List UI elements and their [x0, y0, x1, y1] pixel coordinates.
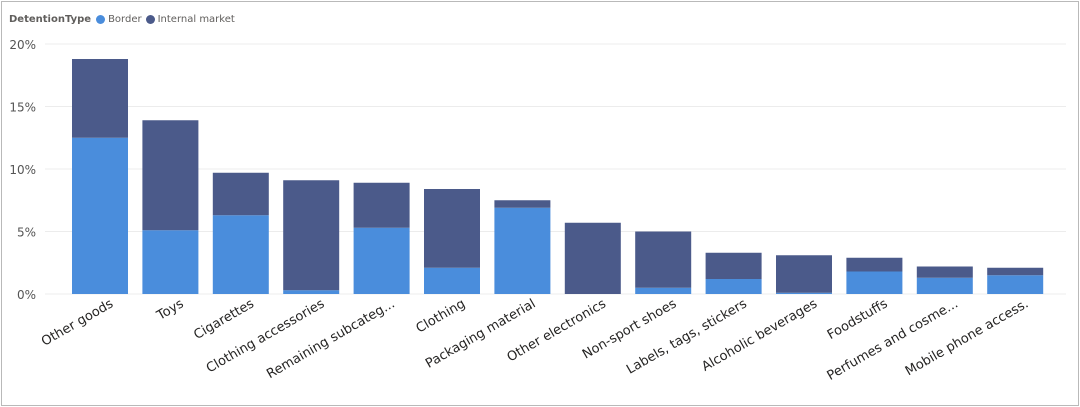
x-tick-label: Clothing	[414, 296, 468, 336]
bar-internal-market[interactable]	[142, 120, 199, 231]
x-tick-label: Cigarettes	[191, 296, 257, 343]
bar-border[interactable]	[846, 271, 903, 295]
y-tick-label: 15%	[9, 101, 36, 115]
y-tick-label: 10%	[9, 163, 36, 177]
x-tick-label: Mobile phone access.	[903, 296, 1031, 379]
x-tick-label: Remaining subcateg...	[264, 296, 397, 382]
bar-border[interactable]	[494, 207, 551, 294]
x-tick-label: Toys	[154, 296, 187, 324]
y-tick-label: 0%	[17, 288, 36, 302]
x-tick-label: Perfumes and cosme...	[825, 296, 961, 383]
bar-internal-market[interactable]	[283, 180, 340, 291]
x-tick-label: Foodstuffs	[825, 296, 891, 343]
bar-internal-market[interactable]	[212, 172, 269, 216]
legend-title: DetentionType	[9, 14, 92, 25]
bar-internal-market[interactable]	[776, 255, 832, 293]
y-tick-label: 20%	[9, 38, 36, 52]
legend-dot-internal-market	[145, 15, 155, 24]
x-tick-label: Labels, tags, stickers	[624, 296, 750, 377]
bar-border[interactable]	[424, 267, 480, 294]
bar-border[interactable]	[142, 230, 199, 294]
legend-label-internal-market: Internal market	[157, 14, 235, 25]
bar-border[interactable]	[987, 275, 1044, 294]
bar-internal-market[interactable]	[705, 252, 762, 279]
y-tick-label: 5%	[17, 226, 36, 240]
x-tick-label: Alcoholic beverages	[699, 296, 820, 374]
x-tick-label: Clothing accessories	[204, 296, 327, 376]
bar-internal-market[interactable]	[72, 59, 128, 138]
bar-border[interactable]	[705, 279, 762, 294]
bar-internal-market[interactable]	[353, 182, 410, 228]
bar-internal-market[interactable]	[424, 189, 480, 268]
bar-internal-market[interactable]	[564, 222, 621, 294]
bar-border[interactable]	[635, 287, 692, 294]
bar-border[interactable]	[212, 215, 269, 294]
bar-border[interactable]	[776, 292, 832, 294]
bar-internal-market[interactable]	[916, 266, 973, 278]
legend-item-border[interactable]: Border	[96, 14, 142, 25]
bar-internal-market[interactable]	[635, 231, 692, 288]
legend: DetentionType Border Internal market	[9, 14, 239, 25]
bar-border[interactable]	[72, 137, 128, 294]
legend-dot-border	[96, 15, 106, 24]
legend-item-internal-market[interactable]: Internal market	[145, 14, 235, 25]
bar-internal-market[interactable]	[846, 257, 903, 272]
bar-border[interactable]	[283, 290, 340, 294]
bar-internal-market[interactable]	[987, 267, 1044, 276]
legend-label-border: Border	[108, 14, 142, 25]
bar-internal-market[interactable]	[494, 200, 551, 208]
bar-border[interactable]	[353, 227, 410, 294]
bar-border[interactable]	[916, 277, 973, 294]
x-tick-label: Other goods	[39, 296, 116, 349]
